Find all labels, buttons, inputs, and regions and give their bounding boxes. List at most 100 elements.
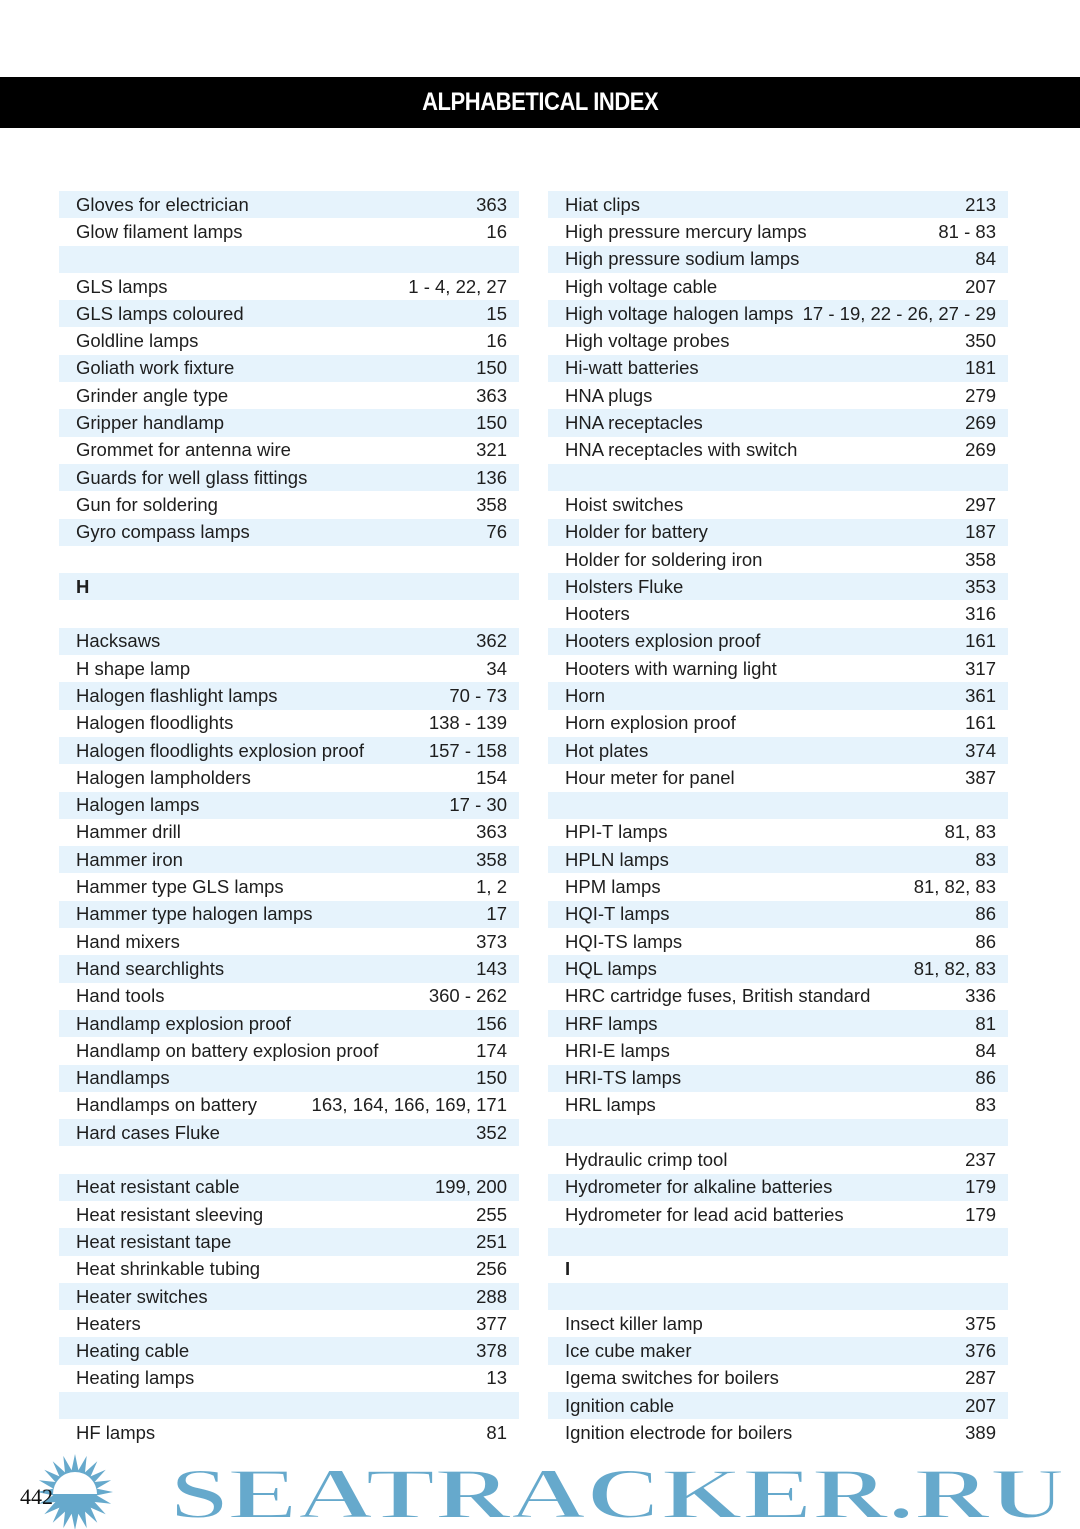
entry-term: Heat resistant sleeving [76,1203,264,1225]
entry-pages: 15 [486,302,507,324]
entry-pages: 81 - 83 [938,220,996,242]
index-entry: Hiat clips 213 [548,191,1008,219]
entry-term: Hi-watt batteries [565,357,699,379]
entry-term: Gloves for electrician [76,193,249,215]
entry-pages: 255 [476,1203,507,1225]
entry-pages: 336 [965,985,996,1007]
entry-pages: 389 [965,1422,996,1443]
entry-pages: 84 [975,1039,996,1061]
index-entry: Holsters Fluke 353 [548,573,1008,601]
index-entry: Heat resistant sleeving 255 [59,1201,519,1228]
entry-term: Igema switches for boilers [565,1367,779,1389]
entry-term: Hot plates [565,739,649,761]
index-entry: HPLN lamps 83 [548,846,1008,874]
index-entry: Glow filament lamps 16 [59,218,519,245]
entry-pages: 1, 2 [476,876,507,898]
index-entry: Heating cable 378 [59,1337,519,1365]
entry-term: Gun for soldering [76,493,218,515]
entry-term: HNA plugs [565,384,653,406]
index-entry: Hand searchlights 143 [59,955,519,983]
entry-term: Halogen lampholders [76,766,251,788]
entry-pages: 174 [476,1039,507,1061]
index-entry: Hammer type GLS lamps 1, 2 [59,873,519,900]
entry-term: Hour meter for panel [565,766,735,788]
index-entry: Insect killer lamp 375 [548,1310,1008,1337]
index-entry: High voltage probes 350 [548,327,1008,354]
entry-term: HRL lamps [565,1094,656,1116]
index-entry: Hammer iron 358 [59,846,519,874]
entry-pages: 237 [965,1149,996,1171]
entry-term: Heat shrinkable tubing [76,1258,261,1280]
entry-pages: 81 [486,1422,507,1443]
entry-pages: 358 [476,848,507,870]
entry-pages: 207 [965,275,996,297]
index-entry: Hacksaws 362 [59,627,519,656]
index-entry: HRL lamps 83 [548,1092,1008,1119]
entry-term: Holsters Fluke [565,575,684,597]
entry-term: Hooters with warning light [565,657,777,679]
index-entry: Ignition cable 207 [548,1392,1008,1420]
entry-pages: 1 - 4, 22, 27 [408,275,507,297]
entry-term: High voltage probes [565,330,730,352]
entry-term: Hammer drill [76,821,181,843]
index-entry: Heat shrinkable tubing 256 [59,1256,519,1283]
index-entry: GLS lamps 1 - 4, 22, 27 [59,273,519,300]
entry-pages: 187 [965,521,996,543]
index-entry: Guards for well glass fittings 136 [59,463,519,492]
entry-pages: 375 [965,1312,996,1334]
index-entry: Hoist switches 297 [548,491,1008,518]
entry-term: Hydrometer for lead acid batteries [565,1203,844,1225]
index-entry: Hot plates 374 [548,736,1008,765]
entry-term: Hand searchlights [76,957,225,979]
entry-term: Hammer type GLS lamps [76,876,284,898]
index-entry: Hi-watt batteries 181 [548,354,1008,383]
index-entry: Hydrometer for lead acid batteries 179 [548,1201,1008,1228]
entry-pages: 363 [476,821,507,843]
entry-pages: 213 [965,193,996,215]
index-entry: High pressure sodium lamps 84 [548,245,1008,273]
entry-term: Horn [565,684,606,706]
entry-term: Handlamp on battery explosion proof [76,1039,379,1061]
entry-term: Guards for well glass fittings [76,466,308,488]
entry-pages: 287 [965,1367,996,1389]
index-entry: Hydrometer for alkaline batteries 179 [548,1173,1008,1201]
entry-term: Halogen lamps [76,794,200,816]
entry-pages: 317 [965,657,996,679]
entry-pages: 161 [965,712,996,734]
index-entry: Hooters explosion proof 161 [548,627,1008,656]
index-entry: HQI-T lamps 86 [548,900,1008,929]
entry-term: Hydraulic crimp tool [565,1149,728,1171]
letter-heading: H [59,573,519,601]
entry-pages: 86 [975,1067,996,1089]
section-header: ALPHABETICAL INDEX [0,77,1080,128]
index-entry: HRF lamps 81 [548,1009,1008,1038]
entry-term: Glow filament lamps [76,220,243,242]
entry-term: Hydrometer for alkaline batteries [565,1176,833,1198]
index-entry: HNA receptacles with switch 269 [548,437,1008,464]
blank-row [548,791,1008,819]
entry-pages: 163, 164, 166, 169, 171 [311,1094,507,1116]
sun-half-disc [53,1472,97,1494]
entry-pages: 76 [486,521,507,543]
entry-pages: 350 [965,330,996,352]
index-entry: HNA plugs 279 [548,382,1008,409]
blank-row [59,245,519,273]
entry-term: Holder for soldering iron [565,548,763,570]
entry-pages: 352 [476,1121,507,1143]
entry-pages: 17 [486,903,507,925]
entry-pages: 161 [965,630,996,652]
entry-term: Handlamps on battery [76,1094,257,1116]
index-entry: Heater switches 288 [59,1282,519,1311]
index-entry: GLS lamps coloured 15 [59,300,519,328]
entry-term: Ignition electrode for boilers [565,1422,793,1443]
index-entry: Heaters 377 [59,1310,519,1337]
entry-pages: 156 [476,1012,507,1034]
entry-term: Hammer iron [76,848,183,870]
entry-term: Heat resistant tape [76,1230,232,1252]
index-entry: High voltage halogen lamps 17 - 19, 22 - … [548,300,1008,328]
entry-pages: 86 [975,930,996,952]
entry-pages: 84 [975,248,996,270]
entry-pages: 181 [965,357,996,379]
index-entry: Heat resistant tape 251 [59,1228,519,1256]
entry-term: HPM lamps [565,876,661,898]
